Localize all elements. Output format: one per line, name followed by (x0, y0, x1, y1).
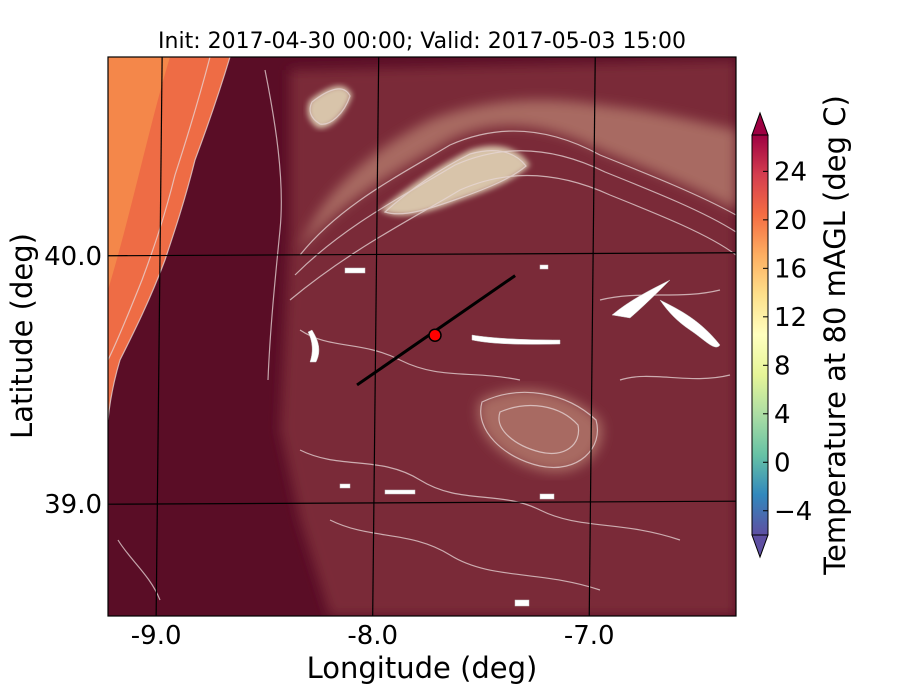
field-upland-north (300, 100, 736, 250)
contour-lines (108, 57, 736, 601)
colorbar-tick-label: 0 (774, 448, 791, 478)
y-axis: 39.0 40.0 (44, 242, 102, 520)
colorbar-tick-label: −4 (774, 497, 812, 527)
colorbar-tick-label: 12 (774, 303, 807, 333)
colorbar-tick-label: 8 (774, 351, 791, 381)
chart-title: Init: 2017-04-30 00:00; Valid: 2017-05-0… (158, 29, 686, 54)
field-upland-south (478, 389, 602, 472)
grid-line-x-1 (372, 57, 380, 616)
colorbar-label: Temperature at 80 mAGL (deg C) (818, 95, 852, 576)
grid-line-y-0 (108, 500, 736, 505)
grid-line-y-1 (108, 252, 736, 257)
colorbar: −4 0 4 8 12 16 20 24 (751, 111, 812, 559)
colorbar-extend-top (751, 111, 769, 136)
site-marker (428, 328, 442, 343)
colorbar-tick-label: 4 (774, 400, 791, 430)
colorbar-tick-label: 24 (774, 157, 807, 187)
colorbar-tick-label: 20 (774, 206, 807, 236)
colorbar-ticks: −4 0 4 8 12 16 20 24 (763, 157, 812, 527)
grid-line-x-0 (155, 57, 163, 616)
x-axis-label: Longitude (deg) (307, 651, 538, 685)
colorbar-extend-bottom (751, 534, 769, 559)
x-tick-label: -9.0 (131, 621, 182, 651)
y-tick-label: 40.0 (44, 242, 102, 272)
x-axis: -9.0 -8.0 -7.0 (131, 621, 615, 651)
grid-line-x-2 (588, 57, 596, 616)
grid-lines (108, 57, 736, 616)
field-ridge (380, 145, 530, 216)
x-tick-label: -8.0 (347, 621, 398, 651)
temperature-map (108, 57, 736, 616)
field-coast-warm (108, 57, 170, 290)
colorbar-tick-label: 16 (774, 254, 807, 284)
y-tick-label: 39.0 (44, 490, 102, 520)
y-axis-label: Latitude (deg) (5, 233, 39, 439)
masked-areas (307, 264, 721, 607)
x-tick-label: -7.0 (564, 621, 615, 651)
plot-frame (107, 56, 737, 617)
colorbar-body (751, 134, 769, 536)
